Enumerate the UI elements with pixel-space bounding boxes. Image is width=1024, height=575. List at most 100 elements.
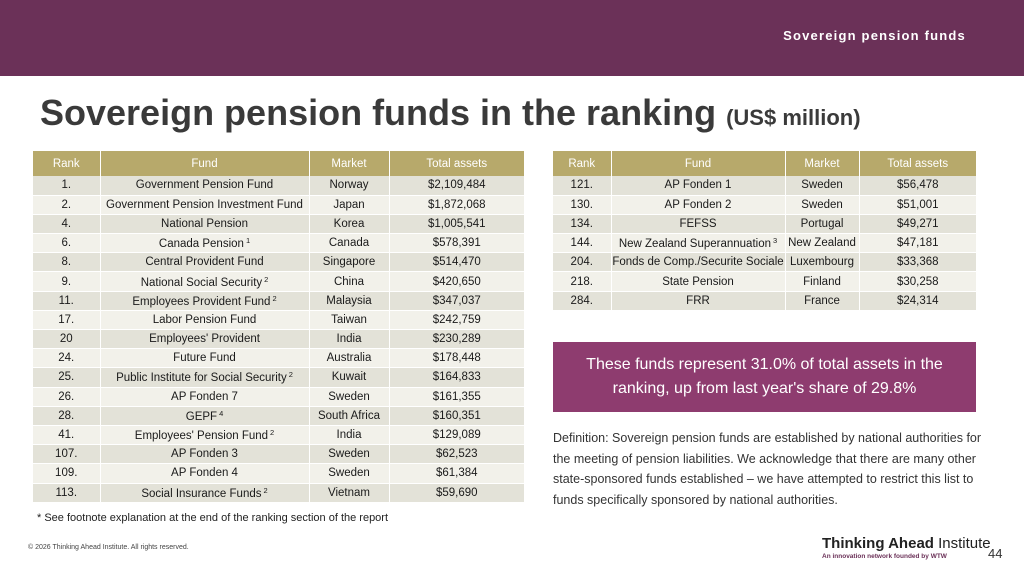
market-cell-text: China — [333, 275, 365, 288]
rank-cell: 6. — [33, 233, 101, 254]
assets-cell-text: $61,384 — [435, 467, 478, 480]
market-cell-text: Luxembourg — [790, 256, 854, 269]
assets-cell-text: $24,314 — [896, 294, 939, 307]
rank-cell: 25. — [33, 367, 101, 388]
rank-cell-text: 107. — [55, 448, 78, 461]
rank-cell: 113. — [33, 483, 101, 503]
header-banner: Sovereign pension funds — [0, 0, 1024, 76]
assets-cell: $47,181 — [859, 233, 976, 254]
rank-cell-text: 25. — [58, 371, 75, 384]
market-cell: South Africa — [309, 406, 390, 426]
fund-cell: Fonds de Comp./Securite Sociale — [611, 252, 786, 273]
market-cell-text: Sweden — [328, 448, 370, 461]
market-cell-text: India — [336, 429, 362, 442]
rank-cell: 4. — [33, 214, 101, 235]
fund-cell-text: Labor Pension Fund — [152, 313, 257, 326]
assets-cell-text: $160,351 — [432, 409, 481, 422]
fund-cell-text: GEPF — [185, 410, 218, 423]
footnote-marker: 2 — [272, 293, 277, 303]
table-row: 20 Employees' Provident India $230,289 — [33, 329, 524, 350]
assets-cell-text: $1,005,541 — [427, 217, 486, 230]
market-cell: Sweden — [309, 444, 390, 465]
definition-text: Definition: Sovereign pension funds are … — [553, 431, 982, 507]
page-number: 44 — [988, 546, 1003, 561]
market-cell-text: Japan — [333, 198, 365, 211]
rank-cell-text: 204. — [570, 256, 593, 269]
assets-cell-text: $164,833 — [432, 371, 481, 384]
table-row: 26. AP Fonden 7 Sweden $161,355 — [33, 387, 524, 407]
market-cell-text: Sweden — [801, 179, 843, 192]
fund-cell-text: Employees Provident Fund — [132, 295, 271, 308]
rank-cell-text: 2. — [61, 198, 72, 211]
fund-cell-text: Public Institute for Social Security — [116, 372, 287, 385]
market-cell: Japan — [309, 195, 390, 215]
market-cell-text: Vietnam — [328, 486, 370, 499]
fund-cell-text: New Zealand Superannuation — [618, 238, 771, 251]
footnote-marker: 2 — [270, 428, 275, 438]
assets-cell: $30,258 — [859, 271, 976, 292]
market-cell: Korea — [309, 214, 390, 235]
market-cell: Luxembourg — [785, 252, 860, 273]
column-header-assets: Total assets — [859, 151, 976, 176]
assets-cell-text: $2,109,484 — [427, 179, 486, 192]
rank-cell: 134. — [553, 214, 612, 235]
market-cell-text: India — [336, 333, 362, 346]
logo-tagline: An innovation network founded by WTW — [822, 553, 947, 560]
rank-cell-text: 8. — [61, 256, 72, 269]
rank-cell: 41. — [33, 425, 101, 446]
left-ranking-table: Rank Fund Market Total assets 1. Governme… — [33, 151, 524, 503]
table-header-row: Rank Fund Market Total assets — [33, 151, 524, 176]
assets-cell: $160,351 — [389, 406, 524, 426]
fund-cell: New Zealand Superannuation 3 — [611, 233, 786, 254]
rank-cell: 28. — [33, 406, 101, 426]
rank-cell: 130. — [553, 195, 612, 215]
assets-cell-text: $33,368 — [896, 256, 939, 269]
rank-cell-text: 284. — [570, 294, 593, 307]
assets-cell: $178,448 — [389, 348, 524, 369]
rank-cell-text: 26. — [58, 390, 75, 403]
rank-cell-text: 109. — [55, 467, 78, 480]
table-row: 6. Canada Pension 1 Canada $578,391 — [33, 233, 524, 254]
market-cell: Finland — [785, 271, 860, 292]
rank-cell: 284. — [553, 291, 612, 311]
table-row: 144. New Zealand Superannuation 3 New Zeala… — [553, 233, 976, 254]
assets-cell: $514,470 — [389, 252, 524, 273]
fund-cell-text: Employees' Provident — [149, 333, 260, 346]
assets-cell-text: $129,089 — [432, 429, 481, 442]
rank-cell: 2. — [33, 195, 101, 215]
logo-wordmark: Thinking Ahead Institute — [822, 535, 991, 552]
table-row: 204. Fonds de Comp./Securite Sociale Luxem… — [553, 252, 976, 273]
copyright-notice: © 2026 Thinking Ahead Institute. All rig… — [28, 544, 189, 551]
section-label: Sovereign pension funds — [783, 28, 966, 43]
table-row: 121. AP Fonden 1 Sweden $56,478 — [553, 176, 976, 196]
fund-cell: Central Provident Fund — [100, 252, 310, 273]
fund-cell: AP Fonden 7 — [100, 387, 310, 407]
fund-cell-text: Social Insurance Funds — [141, 487, 262, 500]
footnote-marker: 4 — [219, 408, 224, 418]
logo-regular-text: Institute — [938, 535, 991, 552]
rank-cell-text: 4. — [61, 217, 72, 230]
fund-cell: National Social Security 2 — [100, 271, 310, 292]
rank-cell: 218. — [553, 271, 612, 292]
table-row: 130. AP Fonden 2 Sweden $51,001 — [553, 195, 976, 215]
market-cell: Sweden — [309, 463, 390, 484]
table-row: 113. Social Insurance Funds 2 Vietnam $59,69… — [33, 483, 524, 503]
column-header-rank: Rank — [553, 151, 612, 176]
fund-cell-text: National Pension — [161, 217, 248, 230]
rank-cell: 204. — [553, 252, 612, 273]
table-row: 109. AP Fonden 4 Sweden $61,384 — [33, 463, 524, 484]
page-title-unit: (US$ million) — [726, 105, 861, 130]
table-row: 25. Public Institute for Social Security 2… — [33, 367, 524, 388]
table-row: 134. FEFSS Portugal $49,271 — [553, 214, 976, 235]
fund-cell: Employees' Provident — [100, 329, 310, 350]
rank-cell: 144. — [553, 233, 612, 254]
column-header-fund: Fund — [100, 151, 310, 176]
rank-cell: 1. — [33, 176, 101, 196]
rank-cell-text: 134. — [570, 217, 593, 230]
assets-cell: $33,368 — [859, 252, 976, 273]
market-cell-text: Sweden — [328, 390, 370, 403]
footnote-marker: 2 — [288, 370, 293, 380]
assets-cell: $230,289 — [389, 329, 524, 350]
fund-cell: FEFSS — [611, 214, 786, 235]
rank-cell-text: 41. — [58, 429, 75, 442]
